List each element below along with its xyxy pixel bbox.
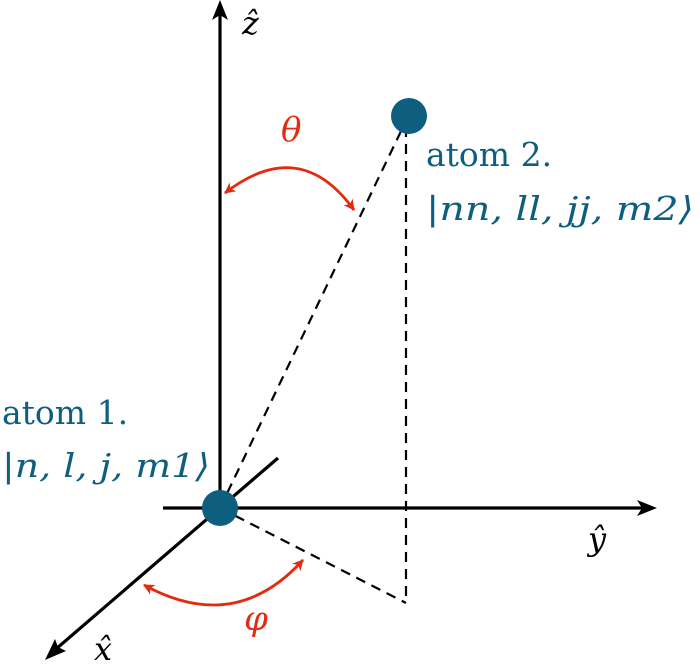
xy-projection-dashed xyxy=(219,507,407,604)
atom-1-dot xyxy=(202,490,238,526)
theta-label: θ xyxy=(281,110,301,150)
phi-label: φ xyxy=(244,599,268,639)
z-axis-label: ẑ xyxy=(241,4,260,42)
y-axis-label: ŷ xyxy=(586,520,607,558)
atom-2-name: atom 2. xyxy=(426,135,552,174)
separation-vector-dashed xyxy=(219,126,404,509)
atom-1-state: |n, l, j, m1⟩ xyxy=(2,446,210,485)
atom-2-state: |nn, ll, jj, m2⟩ xyxy=(426,189,694,228)
atom-1-name: atom 1. xyxy=(2,393,128,432)
x-axis-arrowhead xyxy=(45,639,66,660)
theta-arc xyxy=(224,166,356,211)
phi-arc xyxy=(143,559,305,607)
x-axis-label: x̂ xyxy=(94,630,112,665)
x-axis xyxy=(54,456,280,651)
z-axis-arrowhead xyxy=(212,0,228,20)
atom-2-dot xyxy=(391,98,427,134)
y-axis-arrowhead xyxy=(637,500,657,516)
